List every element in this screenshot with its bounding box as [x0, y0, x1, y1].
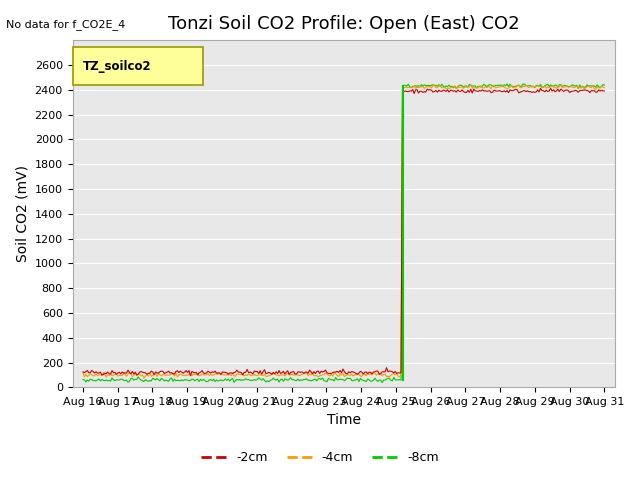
Text: TZ_soilco2: TZ_soilco2 [83, 60, 152, 72]
Text: No data for f_CO2E_4: No data for f_CO2E_4 [6, 19, 125, 30]
Legend: -2cm, -4cm, -8cm: -2cm, -4cm, -8cm [196, 446, 444, 469]
X-axis label: Time: Time [326, 413, 361, 427]
FancyBboxPatch shape [72, 47, 203, 85]
Y-axis label: Soil CO2 (mV): Soil CO2 (mV) [15, 165, 29, 262]
Title: Tonzi Soil CO2 Profile: Open (East) CO2: Tonzi Soil CO2 Profile: Open (East) CO2 [168, 15, 520, 33]
